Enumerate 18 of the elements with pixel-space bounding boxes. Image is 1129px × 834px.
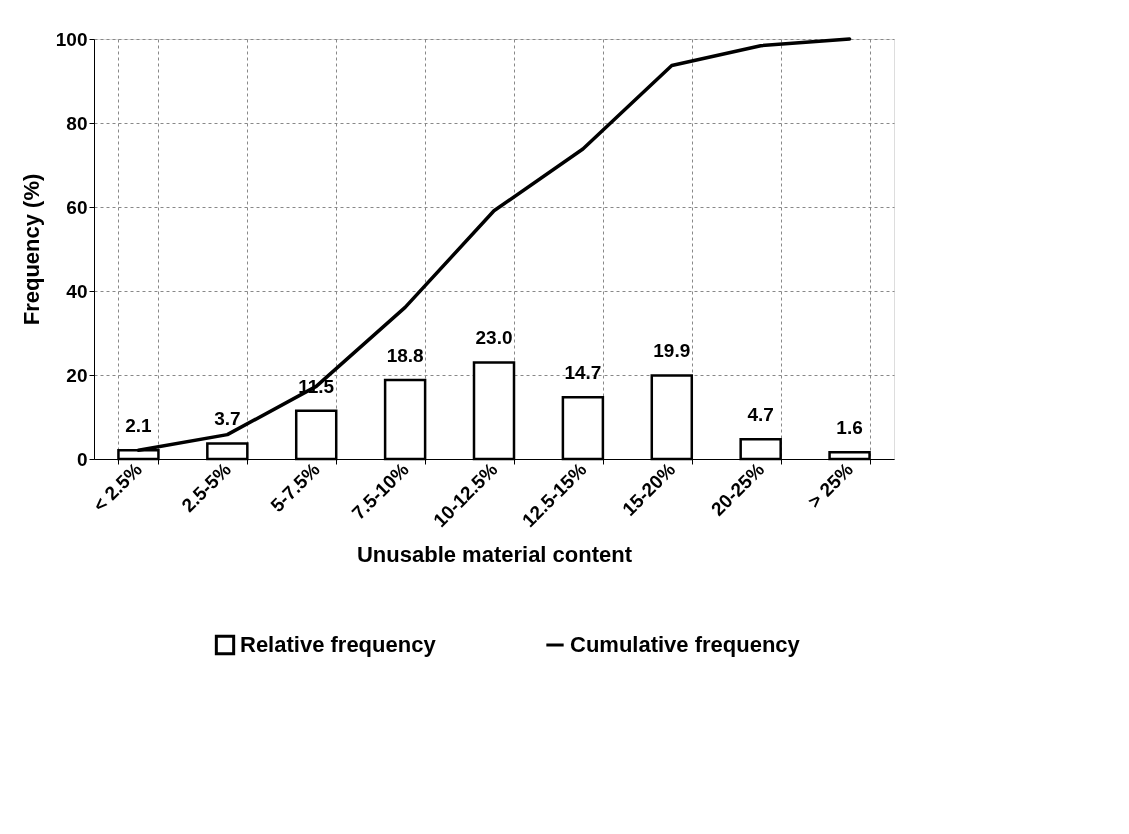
y-tick-label: 100 [55, 28, 88, 50]
y-tick-label: 60 [66, 196, 88, 218]
data-label: 2.1 [125, 415, 153, 437]
y-tick-label: 40 [66, 280, 88, 302]
y-axis-title: Frequency (%) [18, 173, 44, 326]
data-label: 1.6 [836, 417, 863, 439]
data-label: 4.7 [747, 404, 774, 426]
data-label: 3.7 [214, 408, 241, 430]
data-label: 18.8 [386, 345, 424, 367]
x-axis-title: Unusable material content [356, 542, 633, 568]
y-tick-label: 0 [76, 448, 88, 470]
y-tick-label: 80 [66, 112, 88, 134]
legend-label: Cumulative frequency [570, 632, 801, 657]
legend-label: Relative frequency [240, 632, 437, 657]
y-tick-label: 20 [66, 364, 88, 386]
data-label: 23.0 [475, 327, 513, 349]
data-label: 19.9 [653, 340, 691, 362]
data-label: 14.7 [564, 362, 602, 384]
